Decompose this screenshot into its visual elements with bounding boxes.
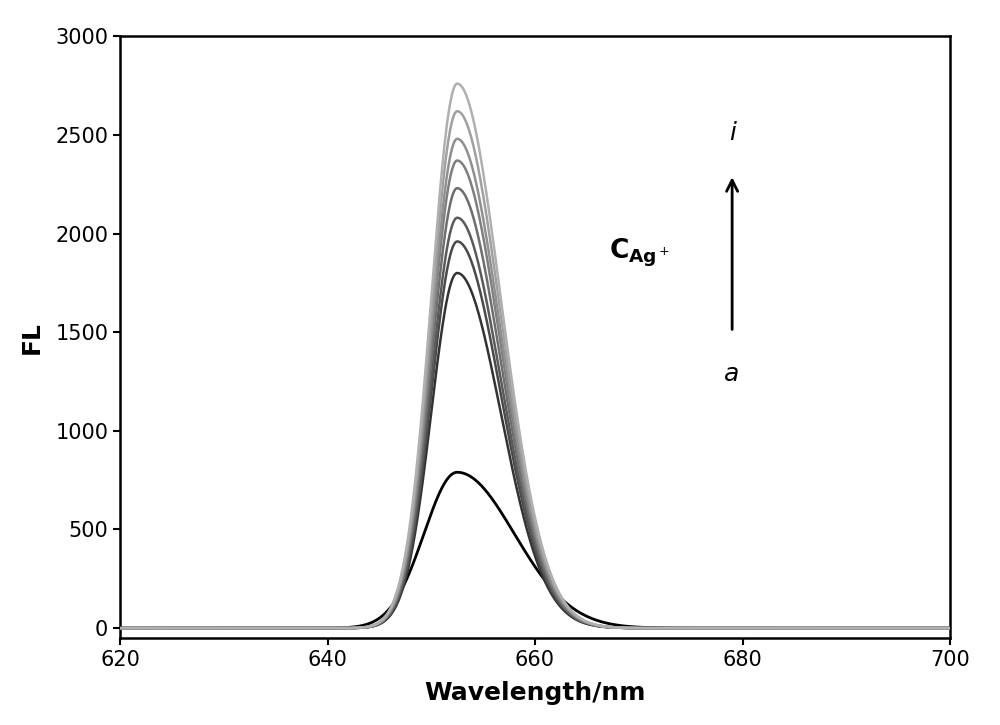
Text: a: a <box>724 362 740 386</box>
Text: $\mathbf{C}_{\mathbf{Ag}^+}$: $\mathbf{C}_{\mathbf{Ag}^+}$ <box>609 237 670 270</box>
Y-axis label: FL: FL <box>20 320 44 354</box>
Text: i: i <box>729 121 736 145</box>
X-axis label: Wavelength/nm: Wavelength/nm <box>424 681 646 705</box>
